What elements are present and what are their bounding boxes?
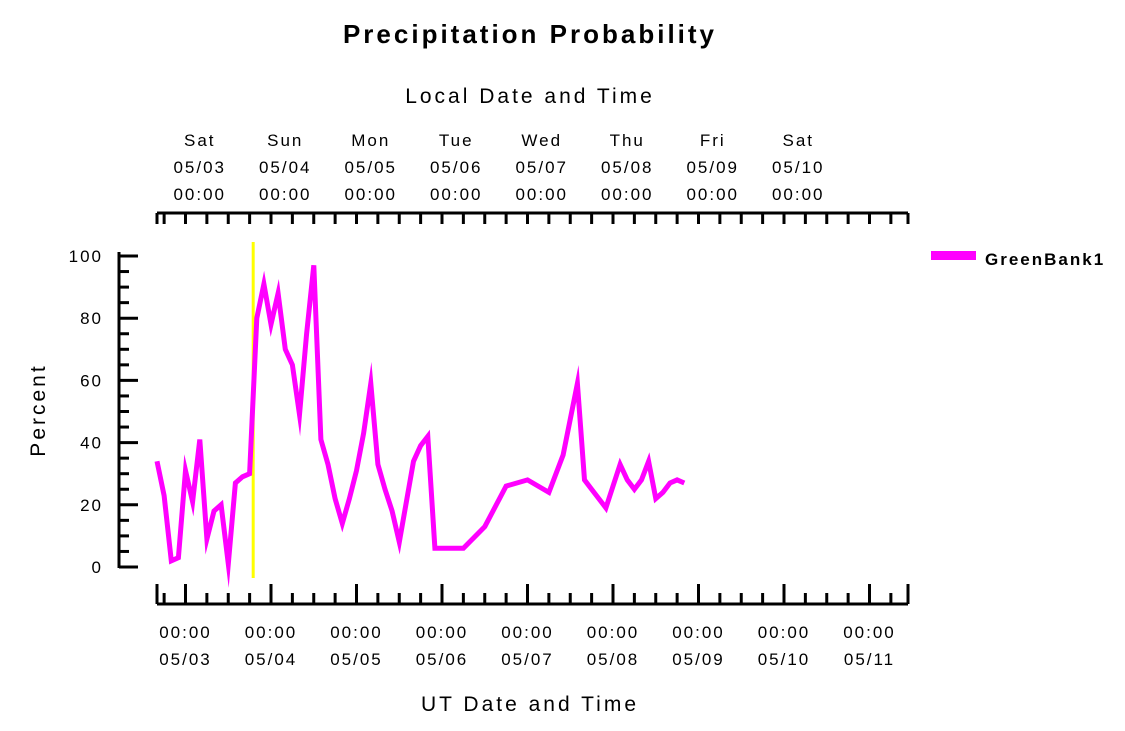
- y-tick-label: 20: [80, 496, 103, 515]
- top-axis-title: Local Date and Time: [405, 85, 655, 108]
- top-tick-time: 00:00: [772, 185, 825, 204]
- bottom-tick-time: 00:00: [758, 623, 811, 642]
- top-tick-day: Fri: [700, 131, 726, 150]
- y-axis-title: Percent: [27, 363, 50, 456]
- series-line-GreenBank1: [154, 265, 686, 588]
- bottom-tick-date: 05/03: [159, 650, 212, 669]
- x-axis-title: UT Date and Time: [421, 693, 639, 716]
- bottom-tick-date: 05/07: [501, 650, 554, 669]
- bottom-tick-date: 05/06: [416, 650, 469, 669]
- bottom-tick-date: 05/04: [245, 650, 298, 669]
- legend: GreenBank1: [931, 250, 1105, 269]
- top-tick-date: 05/08: [601, 158, 654, 177]
- legend-swatch: [931, 251, 976, 260]
- top-tick-day: Sat: [782, 131, 814, 150]
- top-tick-time: 00:00: [430, 185, 483, 204]
- chart-title: Precipitation Probability: [343, 19, 717, 49]
- top-tick-time: 00:00: [259, 185, 312, 204]
- bottom-axis-ticks: 00:00 05/03 00:00 05/04 00:00 05/05 00:00 05/06…: [155, 584, 910, 669]
- bottom-tick-time: 00:00: [416, 623, 469, 642]
- top-tick-date: 05/03: [173, 158, 226, 177]
- top-tick-date: 05/10: [772, 158, 825, 177]
- bottom-tick-time: 00:00: [843, 623, 896, 642]
- top-tick-day: Thu: [610, 131, 645, 150]
- bottom-tick-date: 05/05: [330, 650, 383, 669]
- bottom-tick-time: 00:00: [330, 623, 383, 642]
- top-axis-ticks: Sat 05/03 00:00 Sun 05/04 00:00 Mon 05/05 00:00 T…: [155, 131, 910, 224]
- top-tick-day: Tue: [439, 131, 474, 150]
- axes: [117, 211, 908, 606]
- top-tick-day: Mon: [351, 131, 390, 150]
- top-tick-time: 00:00: [344, 185, 397, 204]
- y-tick-label: 40: [80, 434, 103, 453]
- top-tick-date: 05/05: [344, 158, 397, 177]
- y-tick-label: 60: [80, 371, 103, 390]
- bottom-tick-time: 00:00: [159, 623, 212, 642]
- bottom-tick-date: 05/08: [587, 650, 640, 669]
- top-tick-date: 05/04: [259, 158, 312, 177]
- y-axis-ticks: 0 20 40 60 80 100: [69, 247, 138, 577]
- y-tick-label: 100: [69, 247, 103, 266]
- y-tick-label: 0: [92, 558, 103, 577]
- top-tick-time: 00:00: [686, 185, 739, 204]
- top-tick-time: 00:00: [601, 185, 654, 204]
- bottom-tick-time: 00:00: [672, 623, 725, 642]
- top-tick-day: Sat: [184, 131, 216, 150]
- bottom-tick-date: 05/09: [672, 650, 725, 669]
- top-tick-day: Wed: [521, 131, 562, 150]
- bottom-tick-time: 00:00: [501, 623, 554, 642]
- bottom-tick-date: 05/11: [844, 650, 895, 669]
- top-tick-time: 00:00: [515, 185, 568, 204]
- bottom-tick-date: 05/10: [758, 650, 811, 669]
- y-tick-label: 80: [80, 309, 103, 328]
- series-layer: [154, 265, 686, 588]
- legend-label: GreenBank1: [985, 250, 1105, 269]
- bottom-tick-time: 00:00: [587, 623, 640, 642]
- top-tick-date: 05/09: [686, 158, 739, 177]
- top-tick-day: Sun: [267, 131, 303, 150]
- bottom-tick-time: 00:00: [245, 623, 298, 642]
- top-tick-date: 05/07: [515, 158, 568, 177]
- top-tick-date: 05/06: [430, 158, 483, 177]
- top-tick-time: 00:00: [173, 185, 226, 204]
